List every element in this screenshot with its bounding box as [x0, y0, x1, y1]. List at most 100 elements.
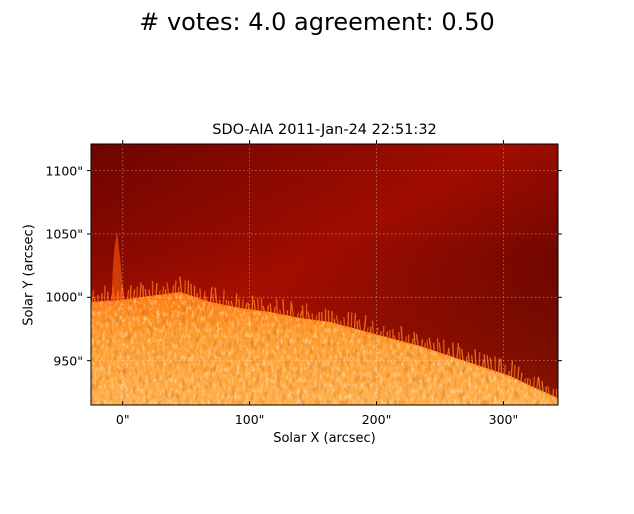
spicule: [262, 305, 266, 314]
x-tick-label-0: 0": [115, 412, 130, 427]
spicule: [339, 320, 343, 328]
spicule: [452, 342, 455, 360]
spicule: [555, 388, 558, 400]
spicule: [481, 359, 485, 369]
spicule: [155, 282, 158, 298]
spicule: [161, 285, 165, 297]
spicule: [296, 312, 300, 320]
y-tick-label-1: 1000": [45, 289, 83, 305]
spicule: [196, 292, 199, 300]
spicule: [420, 339, 424, 349]
spicule: [363, 315, 367, 334]
spicule: [91, 290, 95, 305]
spicule: [257, 298, 260, 313]
grid-lines: [91, 144, 558, 405]
spicule: [320, 311, 324, 324]
spicule: [275, 298, 279, 316]
spicule: [438, 342, 442, 356]
spicule: [413, 332, 416, 347]
spicule: [222, 289, 225, 307]
spicule: [139, 282, 142, 300]
spicule: [486, 355, 490, 372]
spicule: [184, 280, 187, 296]
spicule: [470, 355, 474, 366]
spicule: [132, 289, 136, 301]
y-tick-label-3: 1100": [45, 163, 83, 179]
spicule: [532, 376, 536, 390]
spicule: [507, 370, 511, 378]
spicule: [537, 376, 541, 393]
spicule: [333, 318, 336, 326]
spicule: [366, 327, 369, 335]
spicule: [121, 285, 125, 302]
spicule: [371, 320, 375, 336]
spicule: [120, 287, 123, 302]
spicule: [358, 319, 362, 333]
spicule: [552, 389, 555, 398]
spicules: [91, 276, 558, 400]
spicule: [244, 302, 248, 311]
spicule: [411, 338, 414, 346]
prominence: [112, 232, 124, 300]
spicule: [97, 295, 100, 304]
y-tick-label-0: 950": [53, 353, 83, 369]
spicule: [241, 299, 244, 311]
spicule: [282, 299, 285, 317]
spicule: [500, 358, 503, 376]
spicule: [474, 349, 477, 367]
spicule: [400, 326, 404, 344]
spicule: [385, 331, 389, 340]
spicule: [212, 293, 215, 305]
spicule: [461, 348, 464, 363]
spicule: [273, 306, 276, 315]
spicule: [93, 296, 96, 304]
x-tick-label-3: 300": [488, 412, 519, 427]
spicule: [269, 303, 272, 315]
spicule: [301, 305, 304, 321]
spicule: [353, 313, 357, 331]
spicule: [179, 276, 183, 295]
spicule: [204, 296, 208, 304]
figure-suptitle: # votes: 4.0 agreement: 0.50: [139, 8, 495, 36]
x-tick-label-2: 200": [361, 412, 392, 427]
spicule: [335, 315, 340, 327]
spicule: [415, 333, 420, 348]
spicule: [382, 326, 385, 339]
spicule: [489, 357, 493, 373]
spicule: [404, 336, 408, 345]
y-tick-label-2: 1050": [45, 226, 83, 242]
spicule: [126, 290, 130, 302]
spicule: [523, 378, 527, 385]
spicule: [235, 293, 238, 310]
solar-image: [91, 144, 558, 405]
spicule: [456, 343, 460, 361]
spicule: [536, 377, 539, 391]
image-title: SDO-AIA 2011-Jan-24 22:51:32: [212, 122, 437, 138]
spicule: [166, 282, 170, 296]
spicule: [343, 317, 346, 329]
spicule: [516, 366, 520, 382]
spicule: [520, 372, 523, 384]
spicule: [307, 311, 311, 322]
spicule: [432, 342, 436, 353]
spicule: [299, 310, 303, 321]
spicule: [376, 327, 379, 337]
spicule: [129, 285, 132, 301]
spicule: [199, 288, 202, 301]
spicule: [467, 352, 471, 365]
spicule: [497, 358, 501, 375]
spicule: [230, 300, 234, 309]
spicule: [513, 364, 516, 381]
spicule: [545, 386, 548, 395]
disk-dark-texture: [91, 292, 558, 405]
spicule: [111, 286, 116, 303]
spicule: [369, 326, 372, 335]
spicule: [227, 300, 231, 309]
spicule: [171, 285, 175, 296]
spicule: [110, 293, 114, 303]
spicule: [289, 301, 292, 319]
spicule: [291, 303, 295, 319]
spicule: [448, 350, 452, 359]
spicule: [446, 347, 450, 358]
